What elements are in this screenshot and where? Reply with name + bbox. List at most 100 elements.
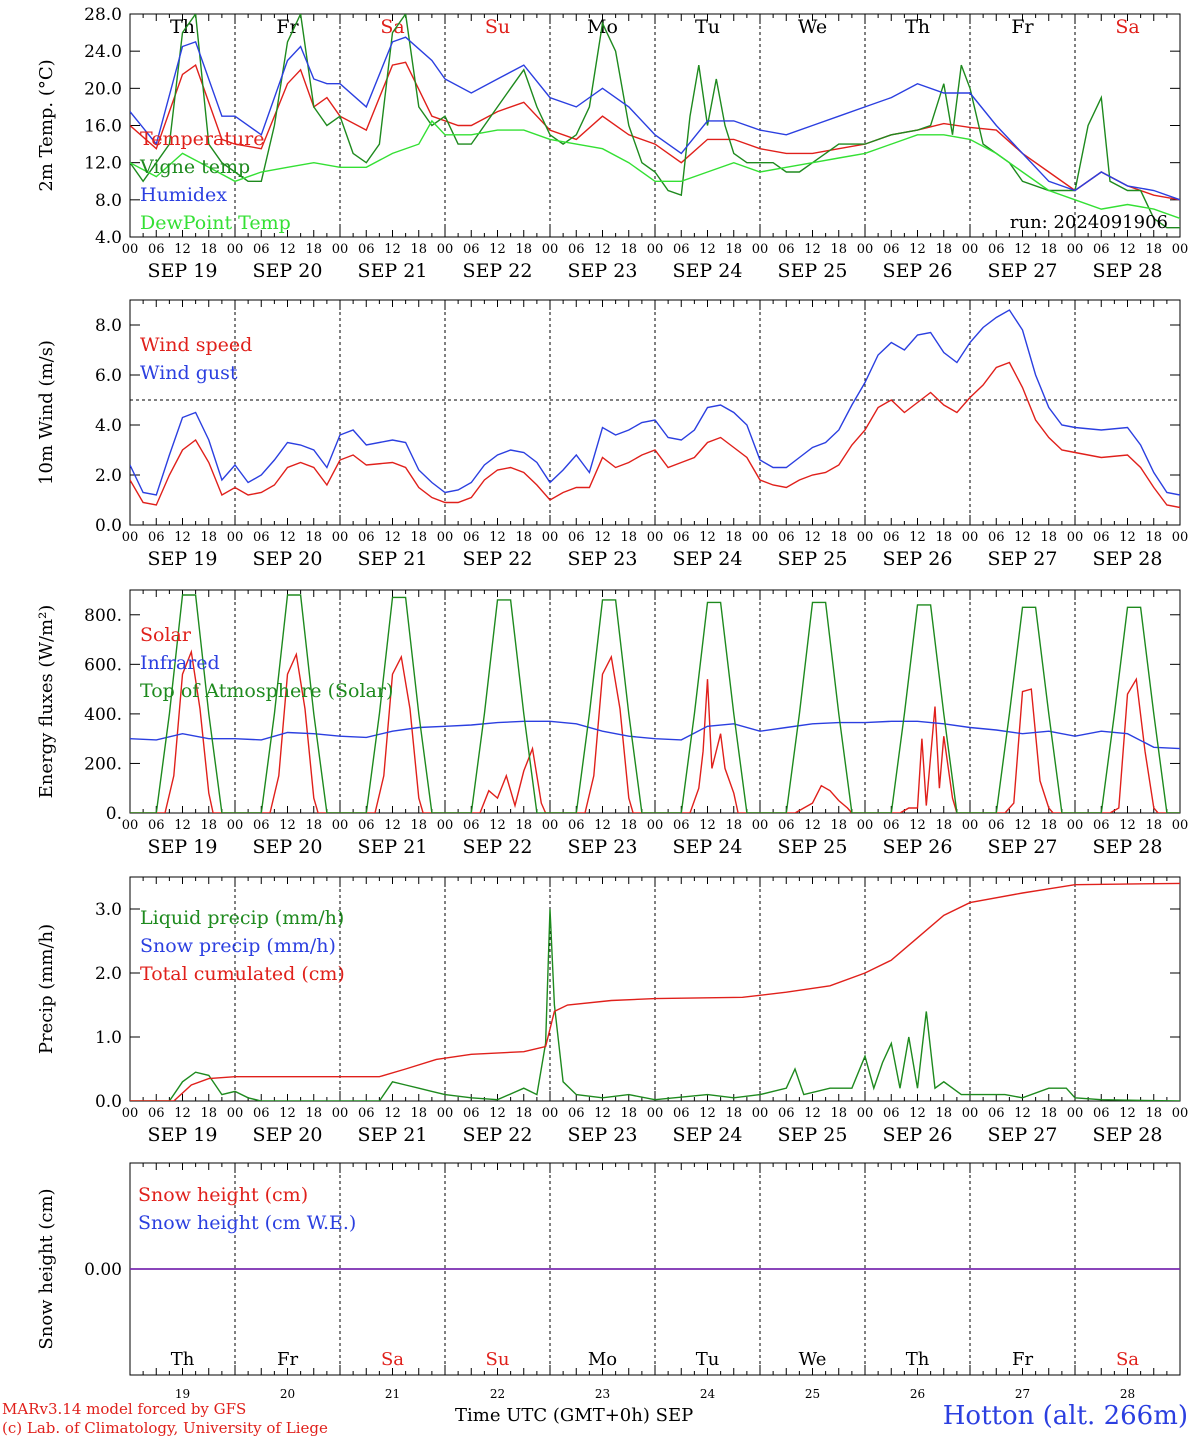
date-number: 27 — [1015, 1387, 1030, 1401]
date-label: SEP 24 — [673, 548, 743, 570]
legend-label: Wind speed — [140, 334, 252, 356]
hour-label: 12 — [804, 818, 821, 833]
hour-label: 00 — [332, 242, 349, 257]
hour-label: 12 — [174, 242, 191, 257]
hour-label: 18 — [830, 530, 847, 545]
hour-label: 06 — [673, 530, 690, 545]
hour-label: 06 — [1093, 530, 1110, 545]
hour-label: 12 — [279, 242, 296, 257]
hour-label: 12 — [489, 818, 506, 833]
legend-label: Temperature — [140, 128, 264, 150]
hour-label: 12 — [594, 242, 611, 257]
y-tick-label: 0.0 — [95, 1092, 122, 1112]
date-label: SEP 24 — [673, 1124, 743, 1146]
hour-label: 18 — [305, 818, 322, 833]
hour-label: 18 — [725, 1106, 742, 1121]
hour-label: 12 — [909, 818, 926, 833]
series-line — [130, 36, 1180, 201]
hour-label: 18 — [725, 530, 742, 545]
y-tick-label: 24.0 — [84, 42, 122, 62]
hour-label: 12 — [489, 530, 506, 545]
date-label: SEP 23 — [568, 260, 638, 282]
date-label: SEP 28 — [1093, 548, 1163, 570]
y-tick-label: 4.0 — [95, 416, 122, 436]
date-label: SEP 22 — [463, 260, 533, 282]
hour-label: 06 — [463, 242, 480, 257]
hour-label: 18 — [515, 530, 532, 545]
y-axis-label: Precip (mm/h) — [36, 924, 57, 1054]
hour-label: 18 — [1040, 818, 1057, 833]
y-tick-label: 16.0 — [84, 117, 122, 137]
hour-label: 18 — [515, 818, 532, 833]
hour-label: 00 — [962, 530, 979, 545]
y-tick-label: 600. — [84, 655, 122, 675]
series-line — [130, 309, 1180, 496]
date-label: SEP 24 — [673, 260, 743, 282]
hour-label: 00 — [752, 818, 769, 833]
y-tick-label: 1.0 — [95, 1028, 122, 1048]
legend-label: Total cumulated (cm) — [140, 963, 345, 985]
hour-label: 06 — [988, 1106, 1005, 1121]
legend-label: Solar — [140, 624, 192, 646]
date-label: SEP 21 — [358, 260, 428, 282]
hour-label: 12 — [1014, 242, 1031, 257]
hour-label: 12 — [1014, 818, 1031, 833]
hour-label: 00 — [857, 530, 874, 545]
hour-label: 00 — [647, 530, 664, 545]
day-label: Tu — [696, 1349, 720, 1370]
hour-label: 00 — [857, 818, 874, 833]
series-line — [130, 594, 1180, 813]
date-label: SEP 21 — [358, 836, 428, 858]
hour-label: 18 — [515, 1106, 532, 1121]
hour-label: 12 — [174, 818, 191, 833]
series-line — [130, 14, 1180, 229]
hour-label: 06 — [148, 1106, 165, 1121]
month-text: SEP — [655, 1405, 694, 1426]
hour-label: 06 — [463, 1106, 480, 1121]
hour-label: 12 — [909, 1106, 926, 1121]
legend-label: Wind gust — [140, 362, 238, 384]
hour-label: 06 — [1093, 242, 1110, 257]
date-label: SEP 26 — [883, 548, 953, 570]
hour-label: 06 — [883, 242, 900, 257]
date-label: SEP 26 — [883, 1124, 953, 1146]
legend-label: Vigne temp — [139, 156, 250, 178]
legend-label: Snow precip (mm/h) — [140, 935, 336, 957]
hour-label: 18 — [200, 818, 217, 833]
hour-label: 06 — [568, 530, 585, 545]
hour-label: 00 — [857, 242, 874, 257]
hour-label: 06 — [988, 242, 1005, 257]
hour-label: 18 — [830, 242, 847, 257]
y-tick-label: 4.0 — [95, 228, 122, 248]
hour-label: 12 — [489, 1106, 506, 1121]
date-label: SEP 22 — [463, 1124, 533, 1146]
hour-label: 18 — [410, 1106, 427, 1121]
hour-label: 06 — [778, 530, 795, 545]
series-line — [130, 361, 1180, 509]
hour-label: 00 — [122, 1106, 139, 1121]
date-label: SEP 25 — [778, 836, 848, 858]
hour-label: 18 — [515, 242, 532, 257]
hour-label: 12 — [594, 530, 611, 545]
hour-label: 00 — [647, 1106, 664, 1121]
hour-label: 12 — [699, 818, 716, 833]
date-label: SEP 22 — [463, 836, 533, 858]
date-number: 22 — [490, 1387, 505, 1401]
hour-label: 00 — [332, 818, 349, 833]
hour-label: 12 — [1119, 818, 1136, 833]
model-text: MARv3.14 model forced by GFS — [2, 1400, 247, 1418]
hour-label: 00 — [1067, 530, 1084, 545]
hour-label: 12 — [804, 242, 821, 257]
date-label: SEP 20 — [253, 836, 323, 858]
hour-label: 12 — [909, 242, 926, 257]
hour-label: 06 — [148, 242, 165, 257]
hour-label: 12 — [699, 1106, 716, 1121]
hour-label: 00 — [1067, 1106, 1084, 1121]
legend-label: Snow height (cm) — [138, 1184, 308, 1206]
hour-label: 12 — [594, 818, 611, 833]
date-label: SEP 21 — [358, 1124, 428, 1146]
date-label: SEP 22 — [463, 548, 533, 570]
hour-label: 00 — [752, 1106, 769, 1121]
day-label: Su — [486, 1349, 510, 1370]
